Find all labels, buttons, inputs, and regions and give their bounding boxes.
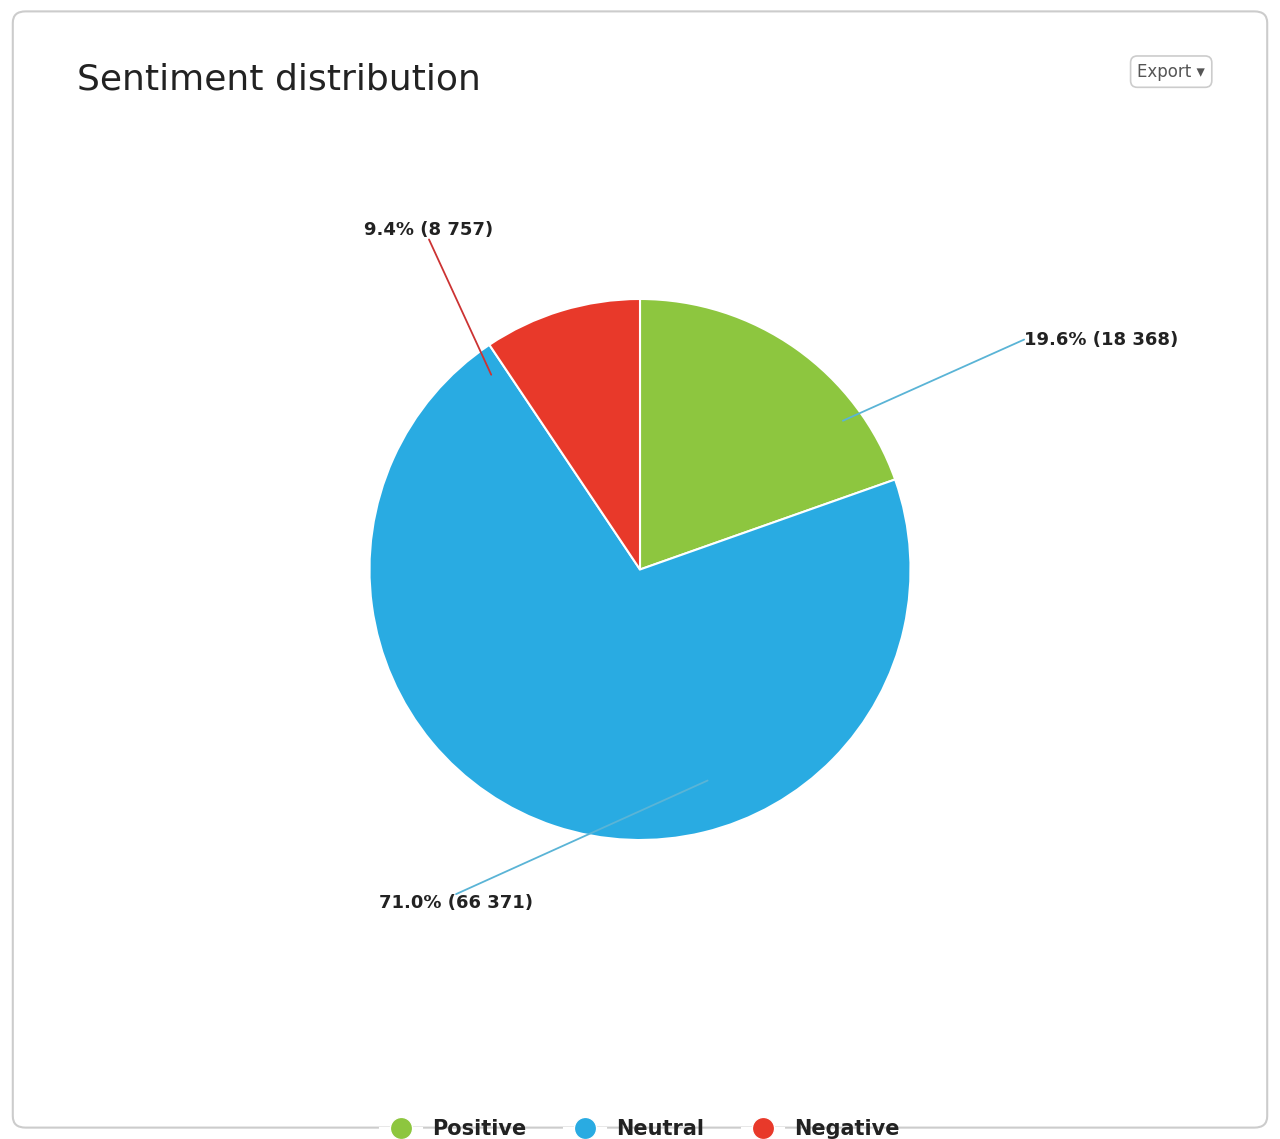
Text: 19.6% (18 368): 19.6% (18 368)	[1024, 330, 1179, 349]
Text: 9.4% (8 757): 9.4% (8 757)	[365, 221, 494, 239]
Text: Export ▾: Export ▾	[1137, 63, 1206, 81]
Wedge shape	[489, 298, 640, 570]
Text: Sentiment distribution: Sentiment distribution	[77, 63, 481, 97]
FancyBboxPatch shape	[13, 11, 1267, 1128]
Wedge shape	[640, 298, 895, 570]
Text: 71.0% (66 371): 71.0% (66 371)	[379, 894, 532, 912]
Legend: Positive, Neutral, Negative: Positive, Neutral, Negative	[372, 1111, 908, 1139]
Wedge shape	[370, 345, 910, 839]
